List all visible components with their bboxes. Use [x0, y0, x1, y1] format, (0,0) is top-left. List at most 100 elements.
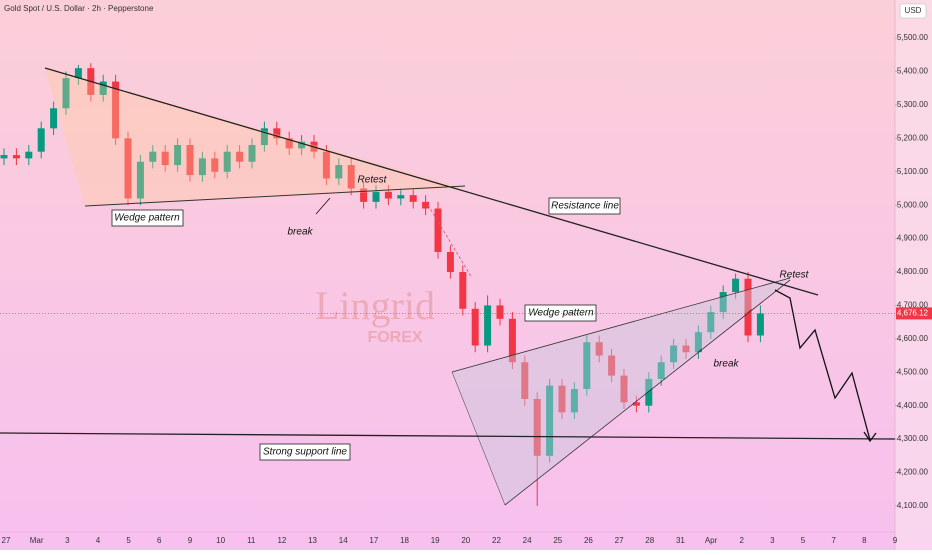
- x-tick-label: 20: [461, 536, 470, 545]
- y-tick-label: 5,000.00: [897, 200, 929, 209]
- x-tick-label: 11: [247, 536, 256, 545]
- candle-body: [645, 378, 653, 406]
- candle-body: [248, 145, 256, 162]
- candle-body: [422, 201, 430, 209]
- candle-body: [112, 81, 120, 139]
- candle-body: [620, 375, 628, 403]
- x-tick-label: 22: [492, 536, 501, 545]
- y-tick-label: 4,600.00: [897, 334, 929, 343]
- drawings: Wedge pattern break Retest Resistance li…: [0, 67, 896, 506]
- x-tick-label: 5: [801, 536, 806, 545]
- x-tick-label: 8: [862, 536, 867, 545]
- last-price-label: 4,676.12: [897, 309, 929, 318]
- wedge-fill: [45, 68, 465, 206]
- projection-arrow: [863, 431, 877, 443]
- candle-body: [484, 305, 492, 346]
- x-tick-label: 28: [645, 536, 654, 545]
- wedge-line: [504, 279, 791, 506]
- y-tick-label: 5,300.00: [897, 100, 929, 109]
- x-tick-label: 12: [277, 536, 286, 545]
- candle-body: [546, 385, 554, 456]
- candle-body: [50, 108, 58, 129]
- candle-body: [632, 402, 640, 406]
- candle-body: [25, 151, 33, 159]
- currency: USD: [905, 6, 922, 15]
- x-tick-label: Mar: [30, 536, 44, 545]
- y-tick-label: 4,900.00: [897, 234, 929, 243]
- candle-body: [298, 141, 306, 149]
- candle-body: [74, 68, 82, 79]
- candle-body: [732, 278, 740, 293]
- annotation: Retest: [780, 270, 810, 281]
- candle-body: [533, 399, 541, 456]
- candle-body: [756, 313, 764, 336]
- chart-title: Gold Spot / U.S. Dollar · 2h · Peppersto…: [4, 4, 154, 13]
- currency-box[interactable]: [899, 3, 927, 19]
- y-tick-label: 4,400.00: [897, 401, 929, 410]
- candle-body: [719, 292, 727, 313]
- watermark: Lingrid: [315, 283, 435, 328]
- candle-body: [360, 188, 368, 202]
- label-box: [524, 304, 597, 322]
- candle-body: [682, 345, 690, 353]
- candle-body: [198, 158, 206, 176]
- y-tick-label: 5,500.00: [897, 33, 929, 42]
- x-tick-label: 7: [831, 536, 836, 545]
- x-tick-label: 14: [339, 536, 348, 545]
- candle-body: [694, 332, 702, 353]
- y-tick-label: 4,100.00: [897, 501, 929, 510]
- x-tick-label: 5: [126, 536, 131, 545]
- x-tick-label: 25: [553, 536, 562, 545]
- candle-body: [471, 308, 479, 346]
- candle-body: [570, 388, 578, 413]
- candle-body: [149, 151, 157, 162]
- x-tick-label: Apr: [705, 536, 718, 545]
- y-tick-label: 5,400.00: [897, 67, 929, 76]
- wedge-fill: [452, 278, 790, 505]
- y-tick-label: 4,700.00: [897, 301, 929, 310]
- y-tick-label: 4,300.00: [897, 434, 929, 443]
- y-tick-label: 5,200.00: [897, 133, 929, 142]
- candle-body: [273, 128, 281, 139]
- candle-body: [236, 151, 244, 162]
- x-tick-label: 24: [523, 536, 532, 545]
- annotation: Wedge pattern: [114, 213, 180, 224]
- candle-body: [322, 151, 330, 179]
- y-tick-label: 4,200.00: [897, 468, 929, 477]
- candle-body: [744, 278, 752, 336]
- support-line: [0, 432, 896, 440]
- candle-body: [434, 208, 442, 252]
- x-tick-label: 18: [400, 536, 409, 545]
- label-box: [548, 197, 621, 215]
- last-price-tag: [896, 307, 932, 320]
- candle-body: [347, 165, 355, 189]
- annotation: Resistance line: [551, 201, 619, 212]
- x-tick-label: 13: [308, 536, 317, 545]
- candle-body: [211, 158, 219, 172]
- candle-body: [670, 345, 678, 363]
- wedge-line: [84, 185, 466, 207]
- x-tick-label: 9: [893, 536, 898, 545]
- annotation: Retest: [358, 175, 388, 186]
- candle-body: [409, 195, 417, 202]
- candle-body: [446, 251, 454, 273]
- candle-body: [99, 81, 107, 95]
- x-tick-label: 26: [584, 536, 593, 545]
- x-tick-label: 17: [369, 536, 378, 545]
- candle-body: [384, 191, 392, 199]
- annotation: break: [287, 227, 313, 238]
- x-tick-label: 27: [2, 536, 11, 545]
- x-tick-label: 6: [157, 536, 162, 545]
- y-tick-label: 4,500.00: [897, 367, 929, 376]
- candle-body: [0, 155, 8, 159]
- wedge-line: [451, 371, 506, 506]
- candle-body: [174, 145, 182, 166]
- arrow: [315, 197, 331, 215]
- x-tick-label: 31: [676, 536, 685, 545]
- candle-body: [372, 191, 380, 202]
- candle-body: [657, 362, 665, 379]
- resistance-line: [44, 67, 819, 296]
- x-tick-label: 10: [216, 536, 225, 545]
- candle-body: [124, 138, 132, 199]
